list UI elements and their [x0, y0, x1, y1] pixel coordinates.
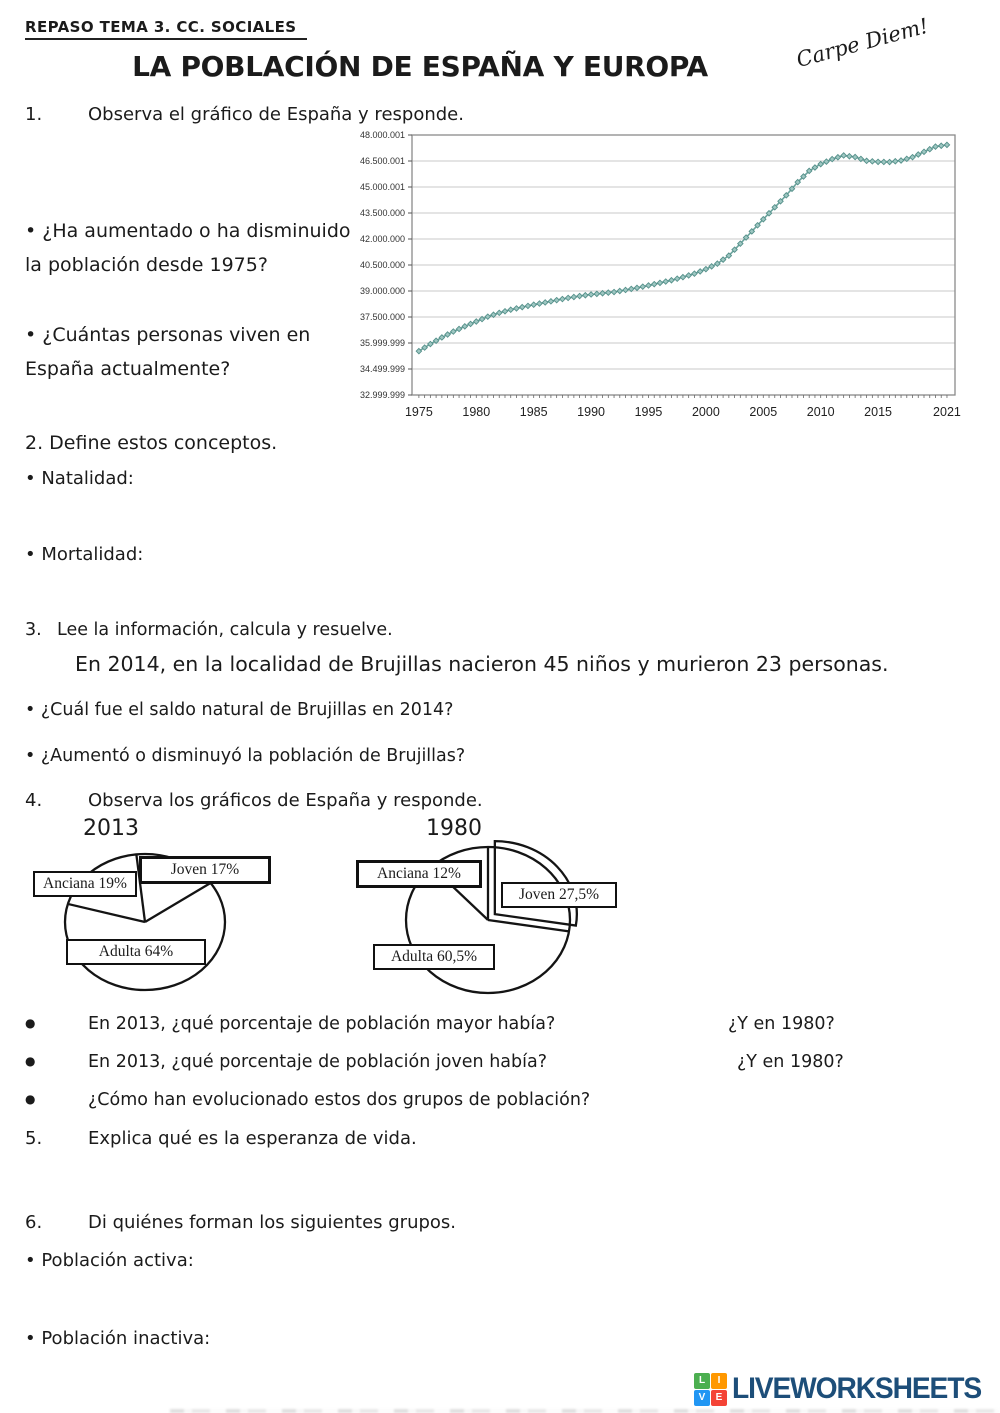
svg-text:1980: 1980: [462, 405, 490, 419]
logo-tile-v: V: [694, 1389, 710, 1406]
question-6-item-activa: • Población activa:: [25, 1250, 194, 1271]
question-5-number: 5.: [25, 1128, 43, 1149]
question-6-item-inactiva: • Población inactiva:: [25, 1328, 211, 1349]
svg-text:35.999.999: 35.999.999: [360, 338, 405, 348]
svg-text:2000: 2000: [692, 405, 720, 419]
logo-tile-e: E: [711, 1389, 727, 1406]
bullet-icon: ●: [25, 1092, 36, 1106]
bullet-2-text: En 2013, ¿qué porcentaje de población jo…: [88, 1052, 548, 1072]
logo-tile-i: I: [711, 1372, 727, 1389]
liveworksheets-logo: L I V E LIVEWORKSHEETS: [694, 1372, 997, 1406]
bullet-1-text: En 2013, ¿qué porcentaje de población ma…: [88, 1014, 556, 1034]
question-3-statement: En 2014, en la localidad de Brujillas na…: [75, 652, 889, 676]
course-header: REPASO TEMA 3. CC. SOCIALES: [25, 18, 307, 40]
svg-text:46.500.001: 46.500.001: [360, 156, 405, 166]
pie-1980-label-anciana: Anciana 12%: [356, 860, 482, 888]
handwritten-note: Carpe Diem!: [793, 13, 931, 72]
question-4-number: 4.: [25, 790, 43, 811]
question-3-sub-a: • ¿Cuál fue el saldo natural de Brujilla…: [25, 700, 454, 720]
pie-2013-title: 2013: [83, 816, 139, 841]
question-5: 5. Explica qué es la esperanza de vida.: [25, 1128, 417, 1149]
svg-text:1990: 1990: [577, 405, 605, 419]
svg-text:45.000.001: 45.000.001: [360, 182, 405, 192]
question-4: 4. Observa los gráficos de España y respo…: [25, 790, 483, 811]
bullet-icon: ●: [25, 1054, 36, 1068]
svg-text:48.000.001: 48.000.001: [360, 130, 405, 140]
question-3-sub-b: • ¿Aumentó o disminuyó la población de B…: [25, 746, 466, 766]
svg-text:2021: 2021: [933, 405, 961, 419]
question-4-text: Observa los gráficos de España y respond…: [88, 790, 483, 811]
pie-2013-label-anciana: Anciana 19%: [33, 871, 137, 897]
question-4-bullet-2: ● En 2013, ¿qué porcentaje de población j…: [25, 1052, 975, 1072]
question-3-number: 3.: [25, 620, 42, 640]
svg-text:43.500.000: 43.500.000: [360, 208, 405, 218]
svg-text:32.999.999: 32.999.999: [360, 390, 405, 400]
population-line-chart: 48.000.001 46.500.001 45.000.001 43.500.000…: [358, 128, 968, 420]
question-3-text: Lee la información, calcula y resuelve.: [57, 620, 393, 640]
question-4-bullet-1: ● En 2013, ¿qué porcentaje de población m…: [25, 1014, 975, 1034]
bullet-3-text: ¿Cómo han evolucionado estos dos grupos …: [88, 1090, 591, 1110]
question-2-item-natalidad: • Natalidad:: [25, 468, 134, 489]
pie-chart-1980: [404, 840, 578, 995]
question-1-number: 1.: [25, 104, 43, 125]
svg-text:1985: 1985: [520, 405, 548, 419]
bullet-2-right-question: ¿Y en 1980?: [737, 1052, 844, 1072]
question-6: 6. Di quiénes forman los siguientes grupo…: [25, 1212, 456, 1233]
question-4-bullet-3: ● ¿Cómo han evolucionado estos dos grupos…: [25, 1090, 975, 1110]
svg-text:2005: 2005: [749, 405, 777, 419]
line-chart-svg: 48.000.001 46.500.001 45.000.001 43.500.000…: [360, 130, 961, 419]
logo-brand-text: LIVEWORKSHEETS: [732, 1372, 982, 1405]
question-1: 1. Observa el gráfico de España y respond…: [25, 104, 464, 125]
page-title: LA POBLACIÓN DE ESPAÑA Y EUROPA: [132, 50, 708, 83]
liveworksheets-logo-icon: L I V E: [694, 1372, 727, 1406]
logo-tile-l: L: [694, 1372, 710, 1389]
question-2: 2. Define estos conceptos.: [25, 432, 278, 454]
question-1-text: Observa el gráfico de España y responde.: [88, 104, 464, 125]
question-2-item-mortalidad: • Mortalidad:: [25, 544, 144, 565]
question-5-text: Explica qué es la esperanza de vida.: [88, 1128, 417, 1149]
svg-text:34.499.999: 34.499.999: [360, 364, 405, 374]
pie-1980-label-adulta: Adulta 60,5%: [373, 944, 495, 970]
svg-text:42.000.000: 42.000.000: [360, 234, 405, 244]
question-6-text: Di quiénes forman los siguientes grupos.: [88, 1212, 457, 1233]
svg-text:2010: 2010: [807, 405, 835, 419]
svg-text:40.500.000: 40.500.000: [360, 260, 405, 270]
svg-text:37.500.000: 37.500.000: [360, 312, 405, 322]
svg-text:1995: 1995: [635, 405, 663, 419]
pie-chart-2013: [63, 852, 227, 992]
pie-2013-label-adulta: Adulta 64%: [66, 939, 206, 965]
svg-text:2015: 2015: [864, 405, 892, 419]
bullet-icon: ●: [25, 1016, 36, 1030]
question-1-sub-a: • ¿Ha aumentado o ha disminuido la pobla…: [25, 220, 351, 276]
pie-1980-title: 1980: [426, 816, 482, 841]
page-edge-artifact: [170, 1409, 1000, 1413]
pie-2013-label-joven: Joven 17%: [139, 856, 271, 884]
question-3: 3. Lee la información, calcula y resuelve…: [25, 620, 393, 640]
question-1-sub-b: • ¿Cuántas personas viven en España actu…: [25, 324, 311, 380]
svg-text:1975: 1975: [405, 405, 433, 419]
bullet-1-right-question: ¿Y en 1980?: [728, 1014, 835, 1034]
question-6-number: 6.: [25, 1212, 43, 1233]
pie-1980-label-joven: Joven 27,5%: [501, 882, 617, 908]
svg-text:39.000.000: 39.000.000: [360, 286, 405, 296]
